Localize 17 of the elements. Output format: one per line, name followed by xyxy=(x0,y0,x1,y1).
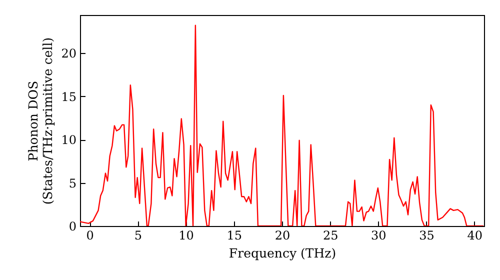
x-tick-label: 15 xyxy=(226,228,242,242)
line-series xyxy=(80,24,484,226)
y-tick-label: 5 xyxy=(68,176,76,190)
x-tick-label: 25 xyxy=(322,228,338,242)
y-tick-label: 20 xyxy=(61,46,76,61)
y-axis-title: Phonon DOS (States/THz·primitive cell) xyxy=(26,37,56,205)
x-tick-label: 20 xyxy=(274,228,290,242)
x-tick-label: 40 xyxy=(467,228,483,242)
x-tick-label: 5 xyxy=(134,228,142,242)
y-tick-label: 15 xyxy=(61,90,76,104)
y-tick-label: 10 xyxy=(61,133,76,148)
x-axis-title: Frequency (THz) xyxy=(228,246,336,260)
x-tick-label: 35 xyxy=(419,228,434,242)
y-tick-label: 0 xyxy=(68,220,76,234)
x-tick-label: 30 xyxy=(371,228,386,242)
x-tick-label: 10 xyxy=(178,228,194,242)
x-tick-label: 0 xyxy=(86,228,94,242)
